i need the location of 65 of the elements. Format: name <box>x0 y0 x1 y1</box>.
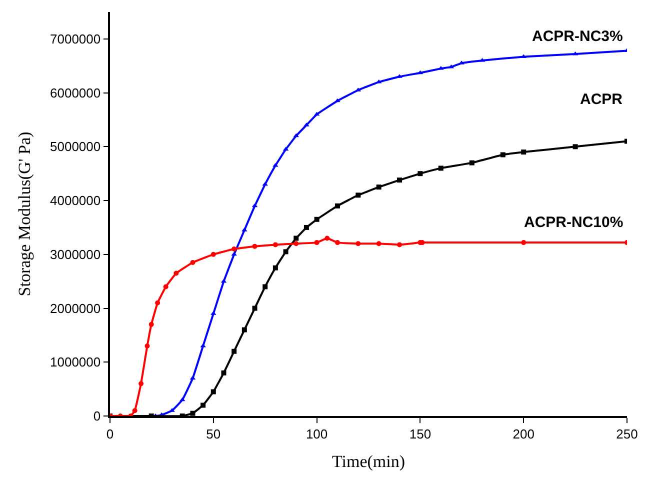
point <box>174 270 179 276</box>
y-axis-title: Storage Modulus(G' Pa) <box>15 132 34 296</box>
x-tick-label: 50 <box>206 426 221 442</box>
y-tick-label: 7000000 <box>50 31 101 46</box>
point <box>469 160 474 166</box>
text: ACPR <box>580 91 623 108</box>
point <box>272 242 278 248</box>
x-tick-label: 200 <box>512 426 534 442</box>
point <box>294 236 299 241</box>
point <box>356 241 361 246</box>
point <box>132 408 138 414</box>
y-tick-label: 2000000 <box>50 300 101 316</box>
point <box>334 98 340 102</box>
point <box>356 192 361 198</box>
point <box>314 216 320 222</box>
point <box>242 327 247 332</box>
point <box>155 300 160 306</box>
point <box>262 284 268 290</box>
point <box>397 178 402 183</box>
point <box>262 182 268 186</box>
point <box>190 260 196 265</box>
point <box>397 242 402 248</box>
x-tick-label: 0 <box>106 426 114 442</box>
point <box>334 203 340 208</box>
point <box>190 410 196 416</box>
point <box>500 152 506 158</box>
series-label: ACPR-NC3% <box>532 28 623 45</box>
y-tick-label: 0 <box>93 408 101 424</box>
series-label: ACPR-NC10% <box>524 214 624 231</box>
x-tick-label: 100 <box>306 426 328 442</box>
point <box>294 241 299 246</box>
point <box>272 265 278 270</box>
y-tick-label: 4000000 <box>50 193 101 208</box>
x-axis-title: Time(min) <box>332 452 406 472</box>
point <box>221 370 226 376</box>
y-tick-label: 5000000 <box>50 139 101 154</box>
point <box>324 236 330 241</box>
point <box>304 224 309 230</box>
y-tick-label: 6000000 <box>50 85 101 100</box>
y-tick-label: 3000000 <box>50 246 101 262</box>
point <box>252 306 258 311</box>
point <box>148 322 154 327</box>
point <box>210 389 216 394</box>
point <box>210 252 216 257</box>
point <box>163 284 168 290</box>
x-tick-label: 150 <box>409 426 432 442</box>
point <box>521 150 526 155</box>
point <box>521 240 526 246</box>
point <box>376 241 382 246</box>
y-tick-label: 1000000 <box>50 354 101 370</box>
point <box>200 402 206 408</box>
point <box>144 343 150 348</box>
point <box>252 244 258 249</box>
point <box>232 348 237 354</box>
point <box>418 171 423 176</box>
point <box>438 166 444 171</box>
point <box>334 240 340 246</box>
point <box>376 184 382 190</box>
point <box>138 381 144 386</box>
x-tick-label: 250 <box>616 426 638 442</box>
point <box>572 144 578 150</box>
point <box>283 249 288 254</box>
point <box>232 246 237 252</box>
point <box>314 240 320 246</box>
point <box>231 252 237 256</box>
